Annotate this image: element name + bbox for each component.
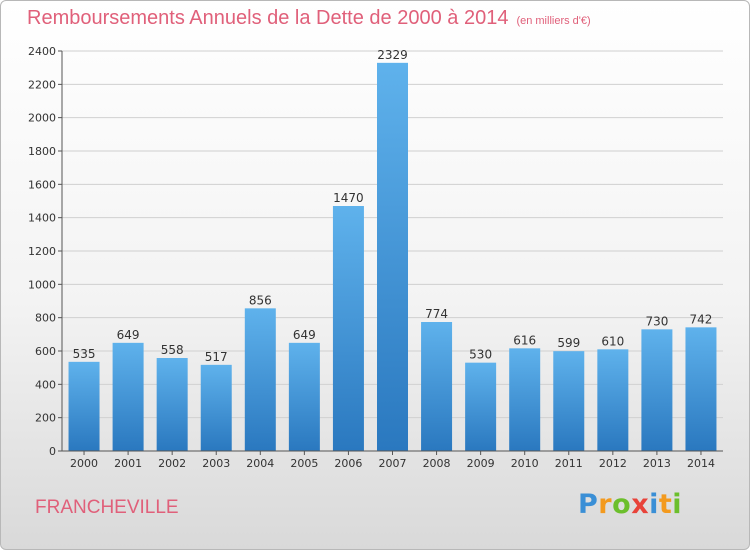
x-tick-label: 2003 [202,457,230,470]
y-tick-label: 0 [49,445,56,458]
logo-letter: P [578,489,599,520]
bar [332,206,364,451]
bar-value-label: 535 [73,347,96,361]
x-tick-label: 2002 [158,457,186,470]
bar-value-label: 558 [161,343,184,357]
bar [156,358,188,451]
y-tick-label: 800 [35,312,56,325]
logo-letter: r [598,489,613,520]
bar [112,342,144,451]
x-tick-label: 2008 [423,457,451,470]
x-tick-label: 2005 [290,457,318,470]
y-axis: 0 200 400 600 800 1000 1200 1400 1600 1800 2000 220… [28,45,63,458]
bar [553,351,585,451]
bar [641,329,673,451]
bar [685,327,717,451]
bar-value-label: 616 [513,333,536,347]
x-tick-label: 2011 [555,457,583,470]
y-tick-label: 1600 [28,178,56,191]
bar-value-label: 774 [425,307,448,321]
chart-title: Remboursements Annuels de la Dette de 20… [27,7,591,30]
logo-letter: i [649,489,659,520]
bar [377,62,408,451]
bar [509,348,541,451]
x-tick-label: 2012 [599,457,627,470]
y-tick-label: 2200 [28,78,56,91]
bar-value-label: 1470 [333,191,364,205]
bar-value-label: 649 [117,328,140,342]
bar-value-label: 530 [469,348,492,362]
x-axis: 2000 2001 2002 2003 2004 2005 2006 2007 2008 2009… [62,450,723,470]
bar [288,342,320,451]
bar-value-label: 517 [205,350,228,364]
chart-title-text: Remboursements Annuels de la Dette de 20… [27,7,509,29]
bar [244,308,276,451]
bar-value-label: 2329 [377,48,408,62]
logo-letter: i [672,489,683,520]
x-tick-label: 2001 [114,457,142,470]
y-tick-label: 1000 [28,278,56,291]
x-tick-label: 2004 [246,457,274,470]
bar-value-label: 599 [557,336,580,350]
bar [200,364,232,451]
bar-value-label: 856 [249,293,272,307]
x-tick-label: 2013 [643,457,671,470]
x-tick-label: 2014 [687,457,715,470]
y-tick-label: 1200 [28,245,56,258]
x-tick-label: 2009 [467,457,495,470]
logo-letter: t [658,489,673,520]
bar [597,349,629,451]
bar-value-label: 742 [690,312,713,326]
bar-value-label: 730 [645,314,668,328]
city-name: FRANCHEVILLE [35,497,179,518]
y-tick-label: 2000 [28,112,56,125]
y-tick-label: 200 [35,412,56,425]
bar [465,362,497,451]
bars: 535 649 558 517 856 649 1470 2329 774 530 616 599 61… [68,48,717,451]
proxiti-logo: Proxiti [578,489,682,520]
y-tick-label: 1400 [28,212,56,225]
chart-unit: (en milliers d'€) [516,15,591,27]
x-tick-label: 2007 [379,457,407,470]
bar [421,322,453,451]
x-tick-label: 2006 [334,457,362,470]
x-tick-label: 2010 [511,457,539,470]
y-tick-label: 600 [35,345,56,358]
y-tick-label: 1800 [28,145,56,158]
bar-value-label: 610 [601,334,624,348]
y-tick-label: 400 [35,378,56,391]
y-tick-label: 2400 [28,45,56,58]
x-tick-label: 2000 [70,457,98,470]
bar-value-label: 649 [293,328,316,342]
logo-letter: o [612,489,632,520]
logo-letter: x [631,489,650,520]
bar [68,361,100,451]
